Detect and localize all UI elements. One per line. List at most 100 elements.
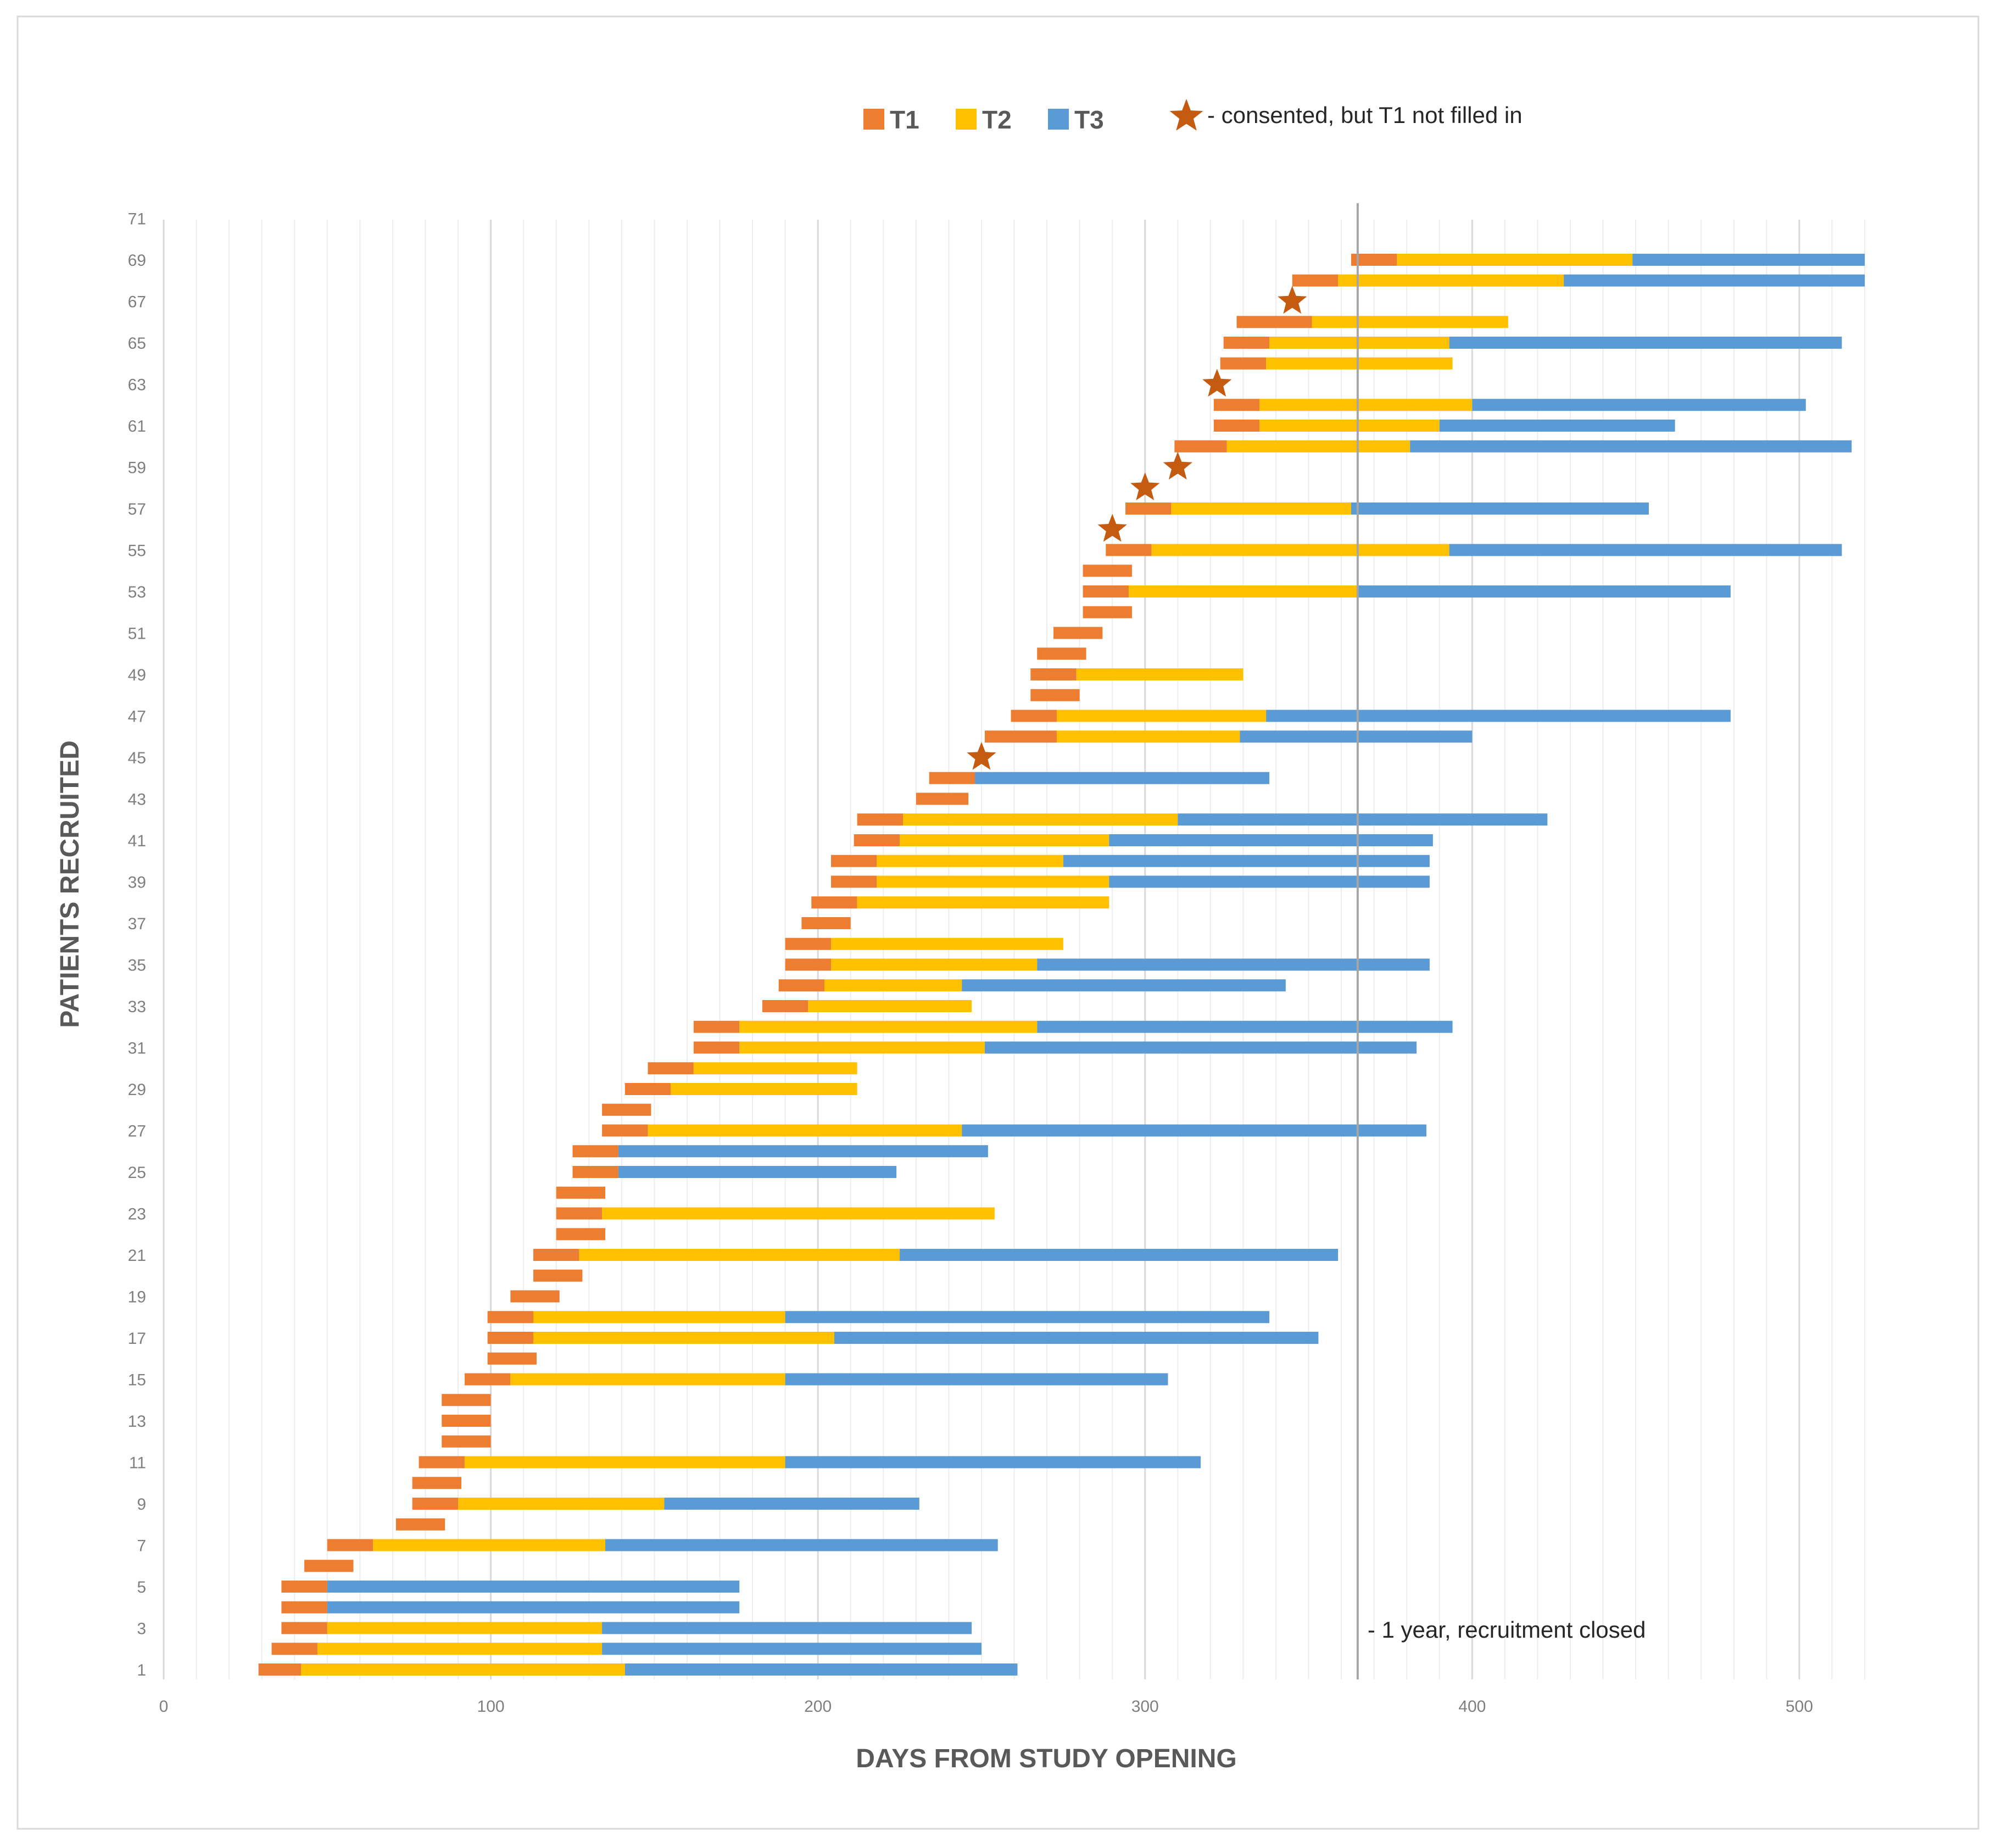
bar-segment-t2-patient-69 xyxy=(1397,254,1633,266)
bar-segment-t1-patient-18 xyxy=(487,1311,534,1324)
bar-segment-t2-patient-17 xyxy=(533,1332,834,1344)
star-marker-patient-67 xyxy=(1278,286,1307,314)
bar-segment-t1-patient-41 xyxy=(854,834,900,846)
legend-swatch-t3 xyxy=(1048,109,1069,130)
bar-segment-t1-patient-33 xyxy=(762,1000,809,1012)
x-tick-label: 400 xyxy=(1458,1698,1486,1716)
bar-segment-t1-patient-8 xyxy=(395,1518,445,1531)
bar-segment-t2-patient-29 xyxy=(671,1083,857,1095)
bar-segment-t1-patient-37 xyxy=(801,917,851,929)
bar-segment-t3-patient-21 xyxy=(900,1249,1339,1261)
bar-segment-t3-patient-39 xyxy=(1109,875,1430,888)
bar-segment-t3-patient-7 xyxy=(605,1539,998,1551)
bar-segment-t2-patient-18 xyxy=(533,1311,785,1324)
x-tick-label: 0 xyxy=(159,1698,169,1716)
bar-segment-t3-patient-35 xyxy=(1037,958,1430,971)
chart-frame xyxy=(16,15,1980,1830)
y-tick-label: 11 xyxy=(129,1454,146,1472)
bar-segment-t1-patient-32 xyxy=(693,1020,740,1033)
bar-segment-t3-patient-31 xyxy=(984,1041,1417,1054)
bar-segment-t2-patient-30 xyxy=(693,1062,857,1075)
bar-segment-t2-patient-65 xyxy=(1269,337,1449,349)
x-axis-title: DAYS FROM STUDY OPENING xyxy=(856,1744,1236,1773)
bar-segment-t3-patient-68 xyxy=(1564,274,1865,287)
bar-segment-t3-patient-9 xyxy=(664,1498,919,1510)
bar-segment-t1-patient-66 xyxy=(1236,316,1312,328)
bar-segment-t1-patient-53 xyxy=(1083,585,1129,598)
bar-segment-t1-patient-69 xyxy=(1351,254,1397,266)
legend-swatch-t1 xyxy=(863,109,884,130)
bar-segment-t2-patient-31 xyxy=(739,1041,985,1054)
bar-segment-t2-patient-11 xyxy=(464,1456,785,1469)
bar-segment-t2-patient-47 xyxy=(1056,710,1267,722)
bar-segment-t1-patient-44 xyxy=(929,772,975,784)
legend-label-t2: T2 xyxy=(982,105,1012,134)
bar-segment-t1-patient-36 xyxy=(785,937,831,950)
star-marker-patient-63 xyxy=(1202,369,1232,397)
bar-segment-t3-patient-27 xyxy=(962,1124,1426,1137)
bar-segment-t1-patient-46 xyxy=(984,730,1057,743)
bar-segment-t1-patient-11 xyxy=(419,1456,465,1469)
bar-segment-t1-patient-28 xyxy=(602,1103,651,1116)
bar-segment-t2-patient-40 xyxy=(877,855,1063,867)
y-tick-label: 35 xyxy=(128,957,146,975)
bar-segment-t3-patient-25 xyxy=(618,1166,897,1178)
bar-segment-t1-patient-43 xyxy=(916,792,969,805)
bar-segment-t2-patient-42 xyxy=(903,813,1178,826)
y-tick-label: 37 xyxy=(128,915,146,933)
reference-layer: - 1 year, recruitment closed xyxy=(1356,203,1646,1679)
x-tick-label: 300 xyxy=(1131,1698,1159,1716)
bar-segment-t3-patient-18 xyxy=(785,1311,1270,1324)
reference-line-label: - 1 year, recruitment closed xyxy=(1368,1617,1646,1643)
bar-segment-t2-patient-53 xyxy=(1128,585,1358,598)
bar-segment-t1-patient-60 xyxy=(1174,440,1227,453)
bar-segment-t1-patient-55 xyxy=(1106,544,1152,556)
legend: T1 T2 T3 - consented, but T1 not filled … xyxy=(863,99,1523,134)
y-tick-label: 9 xyxy=(137,1495,146,1514)
bar-segment-t3-patient-44 xyxy=(975,772,1270,784)
legend-label-t1: T1 xyxy=(890,105,919,134)
y-tick-label: 51 xyxy=(128,625,146,643)
bar-segment-t1-patient-14 xyxy=(442,1394,491,1406)
bar-segment-t3-patient-60 xyxy=(1410,440,1852,453)
bar-segment-t2-patient-9 xyxy=(458,1498,665,1510)
bar-segment-t1-patient-48 xyxy=(1030,689,1080,701)
bar-segment-t1-patient-50 xyxy=(1037,647,1086,660)
bar-segment-t3-patient-69 xyxy=(1632,254,1865,266)
bar-segment-t2-patient-60 xyxy=(1226,440,1410,453)
bar-segment-t1-patient-20 xyxy=(533,1269,583,1282)
stars-layer xyxy=(967,286,1307,770)
bar-segment-t3-patient-55 xyxy=(1449,544,1842,556)
bar-segment-t3-patient-17 xyxy=(834,1332,1319,1344)
bar-segment-t2-patient-57 xyxy=(1171,503,1351,515)
bar-segment-t1-patient-27 xyxy=(602,1124,648,1137)
bar-segment-t2-patient-39 xyxy=(877,875,1109,888)
bar-segment-t3-patient-3 xyxy=(602,1622,972,1634)
bar-segment-t1-patient-23 xyxy=(556,1207,603,1220)
x-tick-label: 500 xyxy=(1786,1698,1813,1716)
y-tick-label: 41 xyxy=(128,832,146,850)
y-tick-label: 3 xyxy=(137,1620,146,1638)
y-tick-label: 55 xyxy=(128,542,146,560)
y-axis-tick-labels: 1357911131517192123252729313335373941434… xyxy=(128,210,146,1680)
bar-segment-t3-patient-62 xyxy=(1472,399,1806,411)
y-tick-label: 33 xyxy=(128,998,146,1016)
bar-segment-t2-patient-35 xyxy=(830,958,1038,971)
bar-segment-t1-patient-12 xyxy=(442,1435,491,1448)
bar-segment-t1-patient-4 xyxy=(281,1601,327,1613)
bar-segment-t1-patient-31 xyxy=(693,1041,740,1054)
bar-segment-t2-patient-34 xyxy=(824,979,962,992)
y-tick-label: 7 xyxy=(137,1537,146,1555)
bars-layer xyxy=(258,254,1865,1676)
bar-segment-t1-patient-22 xyxy=(556,1228,606,1241)
bar-segment-t3-patient-57 xyxy=(1351,503,1649,515)
legend-star-icon xyxy=(1169,99,1203,131)
bar-segment-t3-patient-5 xyxy=(327,1581,740,1593)
bar-segment-t1-patient-61 xyxy=(1213,420,1260,432)
bar-segment-t3-patient-53 xyxy=(1357,585,1731,598)
bar-segment-t1-patient-68 xyxy=(1292,274,1339,287)
bar-segment-t3-patient-65 xyxy=(1449,337,1842,349)
bar-segment-t3-patient-46 xyxy=(1240,730,1473,743)
y-tick-label: 53 xyxy=(128,583,146,601)
